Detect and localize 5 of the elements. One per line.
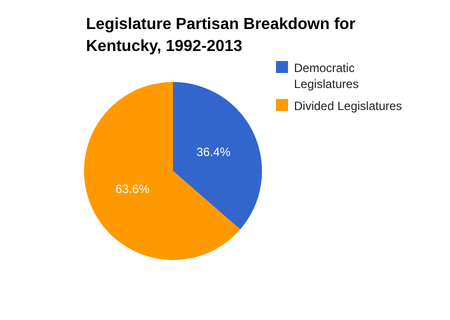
- data-label: 36.4%: [196, 144, 231, 159]
- data-label: 63.6%: [115, 182, 150, 196]
- legend-label: Divided Legislatures: [294, 98, 402, 114]
- legend-label: Democratic Legislatures: [294, 60, 360, 92]
- chart-title: Legislature Partisan Breakdown for Kentucky, 1992-2013: [86, 15, 356, 57]
